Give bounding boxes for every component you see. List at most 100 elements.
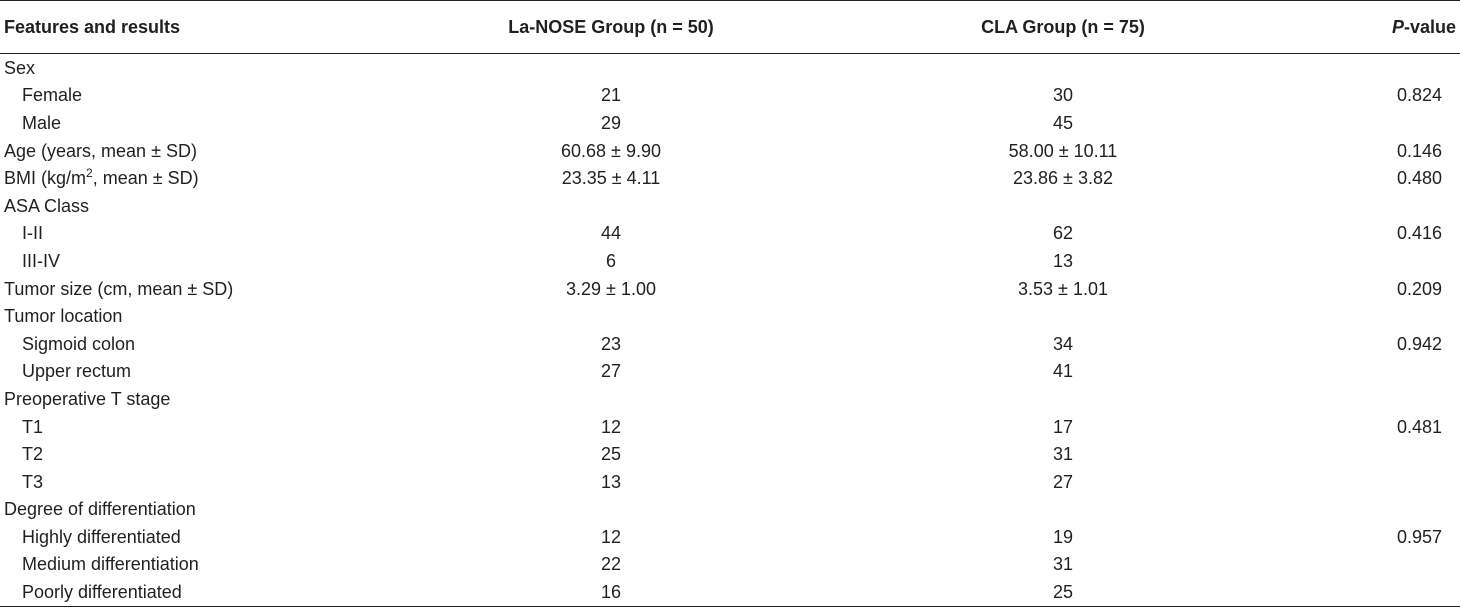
table-row: Highly differentiated 12 19 0.957 <box>0 523 1460 551</box>
p-value <box>1304 358 1460 386</box>
table-row: Medium differentiation 22 31 <box>0 551 1460 579</box>
table-row: ASA Class <box>0 192 1460 220</box>
row-label: Tumor size (cm, mean ± SD) <box>4 278 234 299</box>
cla-value: 27 <box>1052 471 1074 492</box>
cla-value <box>822 496 1304 524</box>
row-label: Age (years, mean ± SD) <box>4 140 197 161</box>
p-value <box>1304 54 1460 82</box>
table-header: Features and results La-NOSE Group (n = … <box>0 0 1460 54</box>
la-nose-value <box>400 192 822 220</box>
row-label-text: BMI (kg/m <box>4 168 87 189</box>
cla-value: 31 <box>1052 554 1074 575</box>
row-label: Poorly differentiated <box>0 578 400 607</box>
cla-value <box>822 302 1304 330</box>
row-label: Male <box>22 112 62 133</box>
la-nose-value: 12 <box>600 416 622 437</box>
la-nose-value: 6 <box>605 250 616 271</box>
row-label: Sigmoid colon <box>22 333 136 354</box>
la-nose-value: 29 <box>600 112 622 133</box>
la-nose-value: 25 <box>600 444 622 465</box>
la-nose-value: 22 <box>600 554 622 575</box>
la-nose-value: 13 <box>600 471 622 492</box>
header-row: Features and results La-NOSE Group (n = … <box>0 0 1460 54</box>
la-nose-value: 21 <box>600 85 622 106</box>
cla-value <box>822 192 1304 220</box>
row-label: III-IV <box>22 250 61 271</box>
p-value <box>1304 109 1460 137</box>
row-label: Preoperative T stage <box>4 388 171 409</box>
table-row: III-IV 6 13 <box>0 247 1460 275</box>
table-row: Tumor size (cm, mean ± SD) 3.29 ± 1.00 3.5… <box>0 275 1460 303</box>
row-label: ASA Class <box>4 195 90 216</box>
cla-value: 34 <box>1052 333 1074 354</box>
row-label: Tumor location <box>4 306 123 327</box>
table-row: T2 25 31 <box>0 440 1460 468</box>
p-value <box>1304 440 1460 468</box>
table-row: Degree of differentiation <box>0 496 1460 524</box>
cla-value: 58.00 ± 10.11 <box>1008 140 1118 161</box>
table-row: Poorly differentiated 16 25 <box>0 578 1460 607</box>
cla-value: 19 <box>1052 526 1074 547</box>
p-value <box>1304 302 1460 330</box>
la-nose-value <box>400 385 822 413</box>
la-nose-value: 23.35 ± 4.11 <box>561 168 661 189</box>
header-la-nose-group: La-NOSE Group (n = 50) <box>400 0 822 54</box>
cla-value: 23.86 ± 3.82 <box>1013 168 1113 189</box>
table-row: I-II 44 62 0.416 <box>0 220 1460 248</box>
row-label-superscript: 2 <box>86 166 93 181</box>
la-nose-value <box>400 54 822 82</box>
cla-value: 30 <box>1052 85 1074 106</box>
la-nose-value: 3.29 ± 1.00 <box>566 278 656 299</box>
la-nose-value: 60.68 ± 9.90 <box>561 140 661 161</box>
la-nose-value: 12 <box>600 526 622 547</box>
p-value: 0.146 <box>1396 140 1442 161</box>
la-nose-value <box>400 496 822 524</box>
row-label: Female <box>22 85 83 106</box>
p-value <box>1304 192 1460 220</box>
table-row: Female 21 30 0.824 <box>0 82 1460 110</box>
cla-value <box>822 54 1304 82</box>
row-label: Highly differentiated <box>22 526 181 547</box>
row-label: BMI (kg/m2, mean ± SD) <box>0 164 400 192</box>
table-body: Sex Female 21 30 0.824 Male 29 45 Age (years, me… <box>0 54 1460 607</box>
header-p-italic: P <box>1391 16 1404 37</box>
table-row: Sigmoid colon 23 34 0.942 <box>0 330 1460 358</box>
row-label: Upper rectum <box>22 361 132 382</box>
p-value <box>1304 385 1460 413</box>
cla-value: 45 <box>1052 112 1074 133</box>
la-nose-value <box>400 302 822 330</box>
row-label: Medium differentiation <box>22 554 199 575</box>
la-nose-value: 16 <box>400 578 822 607</box>
table-row: BMI (kg/m2, mean ± SD) 23.35 ± 4.11 23.86 … <box>0 164 1460 192</box>
p-value <box>1304 578 1460 607</box>
cla-value: 3.53 ± 1.01 <box>1018 278 1108 299</box>
row-label: T1 <box>22 416 44 437</box>
p-value: 0.481 <box>1396 416 1442 437</box>
table-row: Age (years, mean ± SD) 60.68 ± 9.90 58.00 … <box>0 137 1460 165</box>
table-row: T3 13 27 <box>0 468 1460 496</box>
table-row: Sex <box>0 54 1460 82</box>
header-p-value: P-value <box>1304 0 1460 54</box>
p-value: 0.416 <box>1396 223 1442 244</box>
p-value: 0.209 <box>1396 278 1442 299</box>
p-value: 0.824 <box>1396 85 1442 106</box>
cla-value: 25 <box>822 578 1304 607</box>
table-row: T1 12 17 0.481 <box>0 413 1460 441</box>
la-nose-value: 44 <box>600 223 622 244</box>
cla-value: 41 <box>1052 361 1074 382</box>
table-row: Male 29 45 <box>0 109 1460 137</box>
row-label: T3 <box>22 471 44 492</box>
la-nose-value: 23 <box>600 333 622 354</box>
row-label: I-II <box>22 223 43 244</box>
cla-value: 13 <box>1052 250 1074 271</box>
row-label: Degree of differentiation <box>4 499 196 520</box>
la-nose-value: 27 <box>600 361 622 382</box>
row-label: T2 <box>22 444 44 465</box>
header-p-rest: -value <box>1403 16 1456 37</box>
row-label-text: , mean ± SD) <box>92 168 199 189</box>
header-features: Features and results <box>0 0 400 54</box>
header-cla-group: CLA Group (n = 75) <box>822 0 1304 54</box>
row-label: Sex <box>4 57 36 78</box>
p-value <box>1304 496 1460 524</box>
